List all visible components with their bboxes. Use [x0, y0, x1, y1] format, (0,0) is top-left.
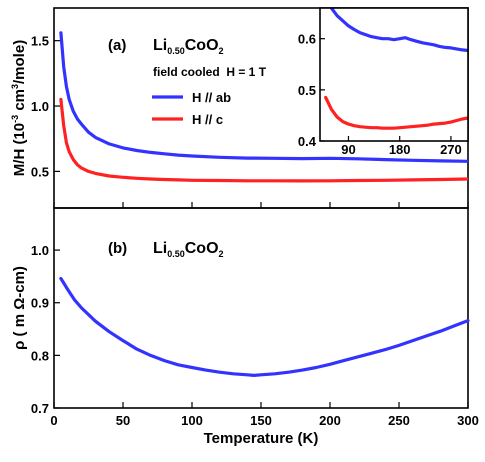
panel-b-compound-main: Li: [153, 240, 167, 257]
panel-b-resistivity-line: [59, 276, 470, 377]
panel-a-compound-sub2: 2: [219, 46, 224, 56]
panel-a-ytick-label: 1.5: [31, 34, 49, 49]
panel-a-ytick-label: 0.5: [31, 164, 49, 179]
panel-a-series-ab-line: [59, 31, 468, 163]
inset-xtick-label: 90: [341, 142, 355, 157]
panel-b-ticks: 0.7 0.8 0.9 1.0 0 50 100 150 200 250 300: [31, 243, 479, 428]
panel-a-ytick-label: 1.0: [31, 99, 49, 114]
panel-a-y-axis-title: M/H (10-3 cm3/mole): [10, 40, 28, 176]
panel-b-frame: [53, 207, 469, 409]
panel-b-xtick-label: 100: [181, 413, 203, 428]
panel-a-ylabel-sup2: 3: [10, 84, 20, 89]
inset-xtick-label: 270: [440, 142, 462, 157]
inset-series-c-line: [324, 95, 468, 130]
panel-a-label: (a): [108, 37, 126, 54]
panel-b-label: (b): [108, 240, 127, 257]
inset-series: [324, 8, 468, 130]
panel-b-ytick-label: 0.8: [31, 348, 49, 363]
legend-label: H // c: [192, 112, 223, 127]
panel-a-compound: Li0.50CoO2: [153, 37, 224, 56]
panel-a-ylabel-post: /mole): [11, 40, 28, 84]
panel-a-series: [59, 31, 468, 183]
panel-b-compound: Li0.50CoO2: [153, 240, 224, 259]
inset-ticks: 90 180 270 0.4 0.5 0.6: [298, 32, 462, 157]
panel-b-xtick-label: 250: [388, 413, 410, 428]
inset-frame: [319, 7, 469, 142]
panel-a-compound-sub: 0.50: [167, 46, 185, 56]
panel-b-compound-sub: 0.50: [167, 249, 185, 259]
panel-b-ytick-label: 0.9: [31, 296, 49, 311]
panel-b-xtick-label: 150: [250, 413, 272, 428]
inset-background: [320, 8, 468, 141]
legend-label: H // ab: [192, 90, 231, 105]
panel-b-xtick-label: 50: [116, 413, 130, 428]
panel-a-ylabel-mid: cm: [11, 89, 28, 115]
panel-b-ytick-label: 0.7: [31, 401, 49, 416]
inset-series-ab-line: [329, 8, 468, 53]
panel-a-ticks: 0.5 1.0 1.5: [31, 34, 469, 208]
panel-b-series: [59, 276, 470, 377]
panel-b-ytick-label: 1.0: [31, 243, 49, 258]
inset-ytick-label: 0.6: [298, 32, 316, 47]
panel-a-ylabel-sup1: -3: [10, 115, 20, 123]
inset-chart: 90 180 270 0.4 0.5 0.6: [298, 7, 469, 157]
panel-a-ylabel-pre: M/H (10: [11, 123, 28, 176]
inset-xtick-label: 180: [389, 142, 411, 157]
panel-b-xtick-label: 300: [457, 413, 479, 428]
panel-a-compound-main2: CoO: [185, 37, 219, 54]
panel-a-series-c-line: [59, 97, 468, 183]
panel-b: 0.7 0.8 0.9 1.0 0 50 100 150 200 250 300 (b) Li0.5…: [31, 207, 479, 428]
panel-b-compound-main2: CoO: [185, 240, 219, 257]
panel-b-xtick-label: 200: [319, 413, 341, 428]
inset-ytick-label: 0.5: [298, 83, 316, 98]
panel-a: 0.5 1.0 1.5 (a) Li0.50CoO2 field cooled H …: [31, 7, 469, 209]
panel-b-xtick-label: 0: [50, 413, 57, 428]
panel-b-compound-sub2: 2: [219, 249, 224, 259]
inset-ytick-label: 0.4: [298, 134, 317, 149]
x-axis-title: Temperature (K): [204, 430, 319, 447]
panel-b-y-axis-title: ρ ( m Ω-cm): [11, 266, 28, 350]
panel-a-condition: field cooled H = 1 T: [153, 65, 267, 79]
legend: H // ab H // c: [152, 90, 231, 127]
panel-a-compound-main: Li: [153, 37, 167, 54]
